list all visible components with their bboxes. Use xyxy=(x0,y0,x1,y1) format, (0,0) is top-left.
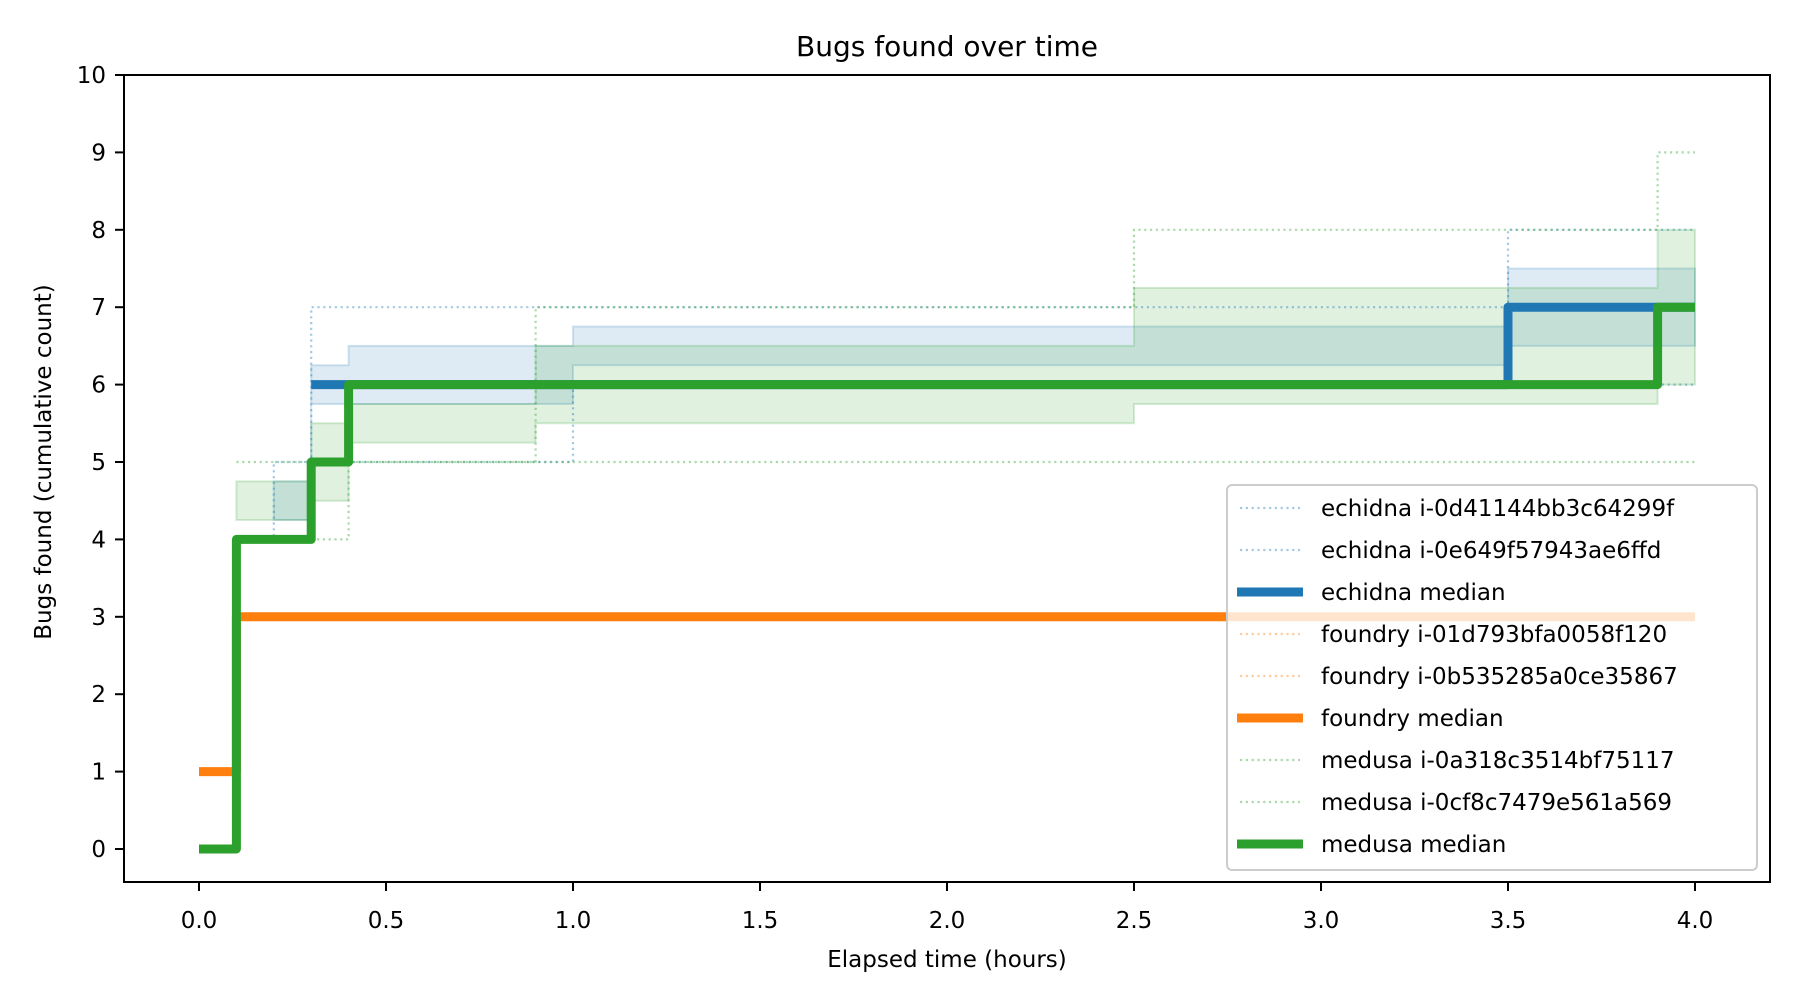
x-tick-label: 2.5 xyxy=(1116,908,1153,934)
chart-title: Bugs found over time xyxy=(796,30,1098,63)
y-tick-label: 2 xyxy=(91,682,106,708)
x-tick-label: 3.5 xyxy=(1490,908,1527,934)
x-tick-label: 3.0 xyxy=(1303,908,1340,934)
legend-label: echidna i-0e649f57943ae6ffd xyxy=(1321,538,1661,564)
legend-box xyxy=(1226,484,1758,871)
legend-item: echidna i-0e649f57943ae6ffd xyxy=(1240,538,1661,564)
y-tick-label: 0 xyxy=(91,837,106,863)
y-axis: 0 1 2 3 4 5 6 7 8 9 10 xyxy=(77,63,124,863)
legend-label: medusa median xyxy=(1321,832,1506,858)
legend-label: foundry i-0b535285a0ce35867 xyxy=(1321,664,1678,690)
legend-label: foundry median xyxy=(1321,706,1504,732)
y-axis-label: Bugs found (cumulative count) xyxy=(31,284,57,640)
legend: echidna i-0d41144bb3c64299f echidna i-0e6… xyxy=(1226,484,1758,871)
x-tick-label: 0.5 xyxy=(368,908,405,934)
y-tick-label: 1 xyxy=(91,760,106,786)
medusa-median-line xyxy=(199,302,1695,854)
y-tick-label: 10 xyxy=(77,63,106,89)
y-tick-label: 5 xyxy=(91,450,106,476)
legend-item: foundry i-0b535285a0ce35867 xyxy=(1240,664,1678,690)
y-tick-label: 6 xyxy=(91,373,106,399)
legend-label: echidna i-0d41144bb3c64299f xyxy=(1321,496,1675,522)
legend-item: echidna i-0d41144bb3c64299f xyxy=(1240,496,1675,522)
legend-item: medusa i-0a318c3514bf75117 xyxy=(1240,748,1674,774)
x-tick-label: 1.5 xyxy=(742,908,779,934)
series-run-line xyxy=(311,151,1695,541)
legend-item: medusa i-0cf8c7479e561a569 xyxy=(1240,790,1672,816)
legend-item: medusa median xyxy=(1237,832,1506,858)
plot-area xyxy=(199,151,1696,854)
legend-label: foundry i-01d793bfa0058f120 xyxy=(1321,622,1667,648)
y-tick-label: 3 xyxy=(91,605,106,631)
legend-item: foundry i-01d793bfa0058f120 xyxy=(1240,622,1667,648)
legend-label: medusa i-0a318c3514bf75117 xyxy=(1321,748,1674,774)
x-tick-label: 2.0 xyxy=(929,908,966,934)
y-tick-label: 4 xyxy=(91,527,106,553)
y-tick-label: 7 xyxy=(91,295,106,321)
legend-item: echidna median xyxy=(1237,580,1506,606)
legend-item: foundry median xyxy=(1237,706,1504,732)
legend-label: medusa i-0cf8c7479e561a569 xyxy=(1321,790,1672,816)
x-tick-label: 0.0 xyxy=(181,908,218,934)
x-axis-label: Elapsed time (hours) xyxy=(827,947,1067,973)
x-tick-label: 1.0 xyxy=(555,908,592,934)
x-tick-label: 4.0 xyxy=(1677,908,1714,934)
legend-label: echidna median xyxy=(1321,580,1506,606)
y-tick-label: 9 xyxy=(91,140,106,166)
x-axis: 0.0 0.5 1.0 1.5 2.0 2.5 3.0 3.5 4.0 xyxy=(181,882,1714,934)
y-tick-label: 8 xyxy=(91,218,106,244)
